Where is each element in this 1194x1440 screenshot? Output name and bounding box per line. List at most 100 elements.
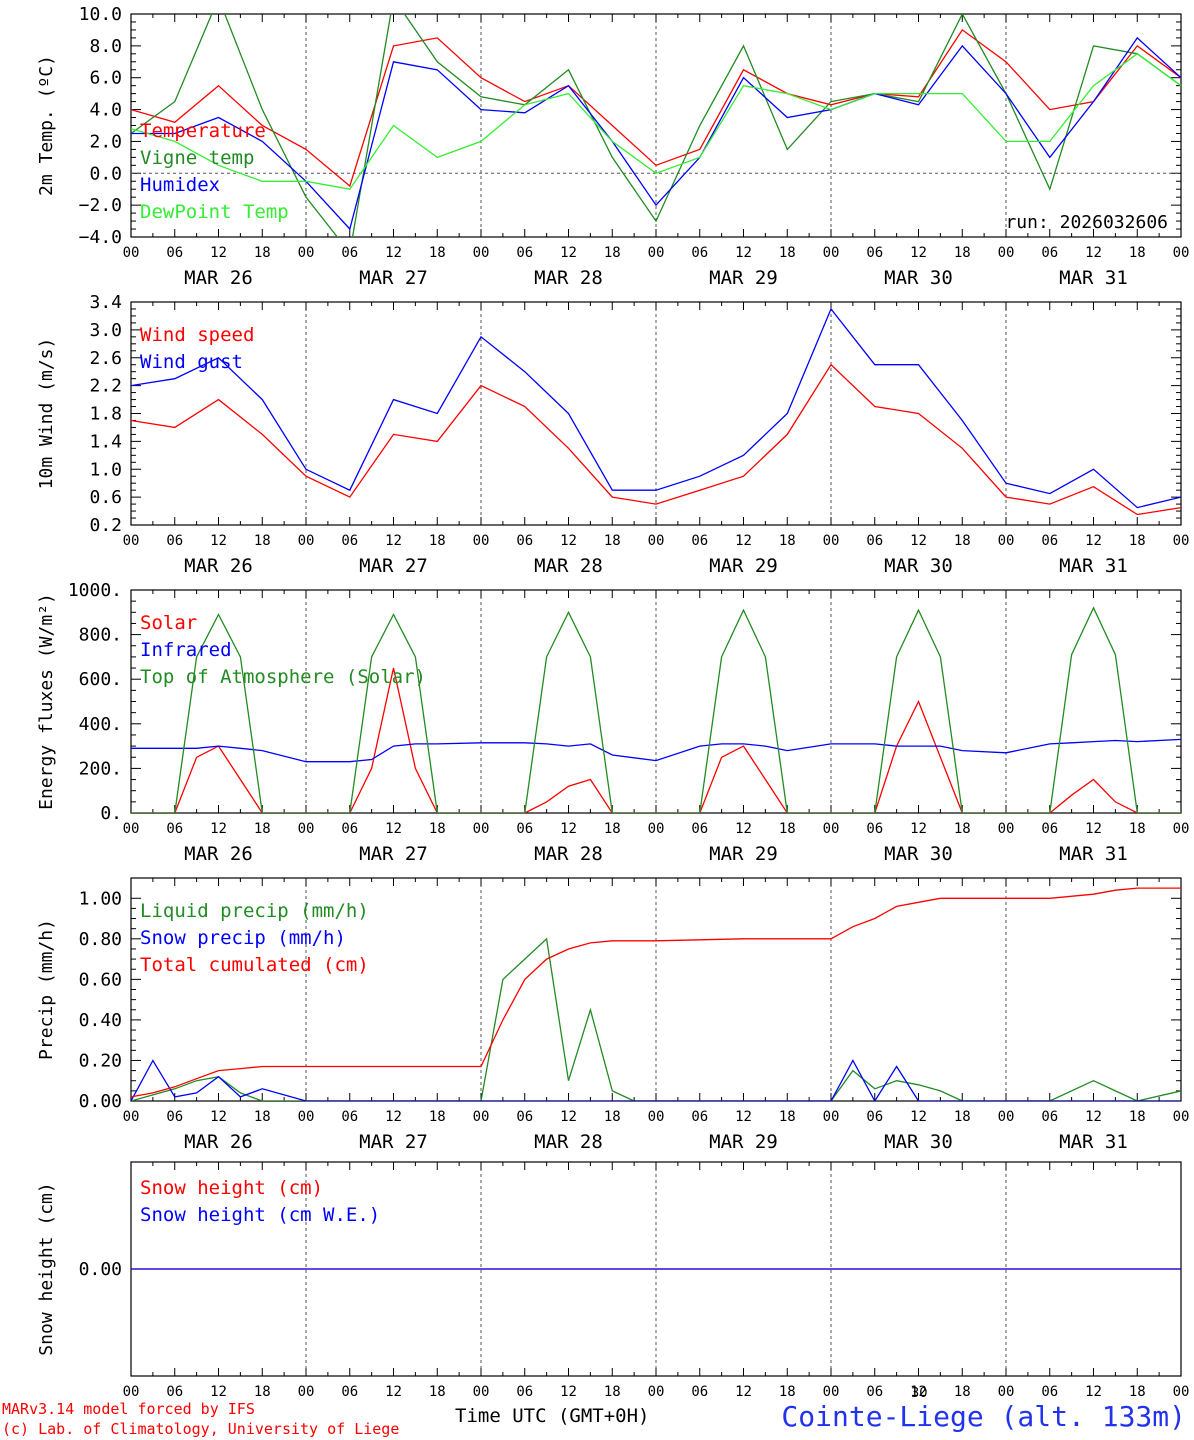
hour-tick-label: 12: [1085, 1109, 1102, 1125]
hour-tick-label: 06: [166, 821, 183, 837]
hour-tick-label: 12: [735, 1109, 752, 1125]
hour-tick-label: 06: [1041, 1109, 1058, 1125]
hour-tick-label: 18: [1129, 1109, 1146, 1125]
y-axis-label: Energy fluxes (W/m²): [36, 593, 57, 810]
hour-tick-label: 00: [648, 1109, 665, 1125]
legend-entry: Total cumulated (cm): [140, 954, 369, 976]
hour-tick-label: 12: [385, 533, 402, 549]
hour-tick-label: 12: [560, 533, 577, 549]
hour-tick-label: 12: [560, 245, 577, 261]
hour-tick-label: 12: [385, 245, 402, 261]
hour-tick-label: 00: [298, 1109, 315, 1125]
legend-entry: Liquid precip (mm/h): [140, 900, 369, 922]
hour-tick-label: 00: [998, 245, 1015, 261]
legend-entry: Wind speed: [140, 324, 254, 346]
hour-tick-label: 18: [604, 1384, 621, 1400]
y-tick-label: 1.00: [79, 888, 122, 909]
y-tick-label: 0.20: [79, 1050, 122, 1071]
day-label: MAR 30: [884, 555, 953, 577]
legend-entry: Top of Atmosphere (Solar): [140, 666, 426, 688]
panel-wind: 00 06 12 18 00 06 12 18 00 06 12 18 00 06 12 18 00 06 12 18…: [36, 292, 1189, 577]
hour-tick-label: 12: [385, 821, 402, 837]
y-tick-label: 0.6: [89, 487, 122, 508]
panel-precip: 00 06 12 18 00 06 12 18 00 06 12 18 00 06 12 18 00 06 12 18…: [36, 877, 1190, 1153]
day-label: MAR 29: [709, 267, 778, 289]
y-tick-label: 400.: [79, 714, 122, 735]
hour-tick-label: 06: [516, 245, 533, 261]
y-tick-label: 0.60: [79, 969, 122, 990]
hour-tick-label: 12: [910, 1384, 927, 1400]
y-axis-label: Precip (mm/h): [36, 919, 57, 1060]
hour-tick-label: 12: [210, 1109, 227, 1125]
hour-tick-label: 06: [341, 245, 358, 261]
hour-tick-label: 06: [866, 821, 883, 837]
y-tick-label: 200.: [79, 758, 122, 779]
day-label: MAR 31: [1059, 1131, 1128, 1153]
day-label: MAR 30: [884, 267, 953, 289]
hour-tick-label: 00: [1173, 533, 1190, 549]
hour-tick-label: 12: [385, 1109, 402, 1125]
hour-tick-label: 12: [735, 533, 752, 549]
y-tick-label: 6.0: [89, 68, 122, 89]
y-tick-label: −2.0: [79, 195, 122, 216]
hour-tick-label: 00: [1173, 1109, 1190, 1125]
hour-tick-label: 18: [429, 821, 446, 837]
hour-tick-label: 00: [298, 1384, 315, 1400]
y-tick-label: 600.: [79, 669, 122, 690]
hour-tick-label: 12: [210, 821, 227, 837]
hour-tick-label: 12: [910, 245, 927, 261]
day-label: MAR 30: [884, 1131, 953, 1153]
hour-tick-label: 06: [166, 245, 183, 261]
y-axis-label: 10m Wind (m/s): [36, 338, 57, 490]
legend-entry: DewPoint Temp: [140, 201, 289, 223]
hour-tick-label: 12: [910, 821, 927, 837]
hour-tick-label: 18: [254, 245, 271, 261]
hour-tick-label: 00: [1173, 821, 1190, 837]
hour-tick-label: 12: [910, 1109, 927, 1125]
y-tick-label: 2.0: [89, 131, 122, 152]
hour-tick-label: 00: [998, 1384, 1015, 1400]
x-axis-title: Time UTC (GMT+0H): [455, 1405, 650, 1427]
legend-entry: Snow precip (mm/h): [140, 927, 346, 949]
hour-tick-label: 18: [779, 1384, 796, 1400]
hour-tick-label: 18: [254, 1109, 271, 1125]
page-number: 30: [911, 1386, 928, 1401]
hour-tick-label: 00: [473, 821, 490, 837]
model-credit: MARv3.14 model forced by IFS: [2, 1400, 255, 1418]
hour-tick-label: 12: [210, 245, 227, 261]
legend-entry: Wind gust: [140, 351, 243, 373]
hour-tick-label: 06: [341, 1384, 358, 1400]
hour-tick-label: 00: [998, 533, 1015, 549]
panel-temp: 00 06 12 18 00 06 12 18 00 06 12 18 00 06 12 18 00 06 12 18…: [36, 4, 1189, 289]
run-annotation: run: 2026032606: [1005, 212, 1168, 233]
hour-tick-label: 00: [473, 533, 490, 549]
y-tick-label: 8.0: [89, 36, 122, 57]
hour-tick-label: 18: [1129, 1384, 1146, 1400]
series-line-infrared: [131, 738, 1181, 763]
hour-tick-label: 18: [604, 245, 621, 261]
hour-tick-label: 00: [473, 1384, 490, 1400]
y-axis-label: Snow height (cm): [36, 1182, 57, 1355]
hour-tick-label: 06: [516, 1109, 533, 1125]
y-axis-label: 2m Temp. (ºC): [36, 55, 57, 196]
y-tick-label: 10.0: [79, 4, 122, 25]
hour-tick-label: 00: [823, 1384, 840, 1400]
y-tick-label: 800.: [79, 625, 122, 646]
hour-tick-label: 06: [1041, 533, 1058, 549]
y-tick-label: 2.2: [89, 376, 122, 397]
hour-tick-label: 06: [341, 821, 358, 837]
hour-tick-label: 06: [691, 1109, 708, 1125]
day-label: MAR 27: [359, 555, 428, 577]
hour-tick-label: 18: [1129, 821, 1146, 837]
y-tick-label: 0.00: [79, 1259, 122, 1280]
hour-tick-label: 12: [1085, 1384, 1102, 1400]
hour-tick-label: 00: [123, 1384, 140, 1400]
day-label: MAR 29: [709, 555, 778, 577]
hour-tick-label: 00: [823, 1109, 840, 1125]
y-tick-label: 0.80: [79, 929, 122, 950]
hour-tick-label: 18: [1129, 245, 1146, 261]
hour-tick-label: 06: [691, 1384, 708, 1400]
hour-tick-label: 06: [166, 533, 183, 549]
hour-tick-label: 06: [866, 533, 883, 549]
